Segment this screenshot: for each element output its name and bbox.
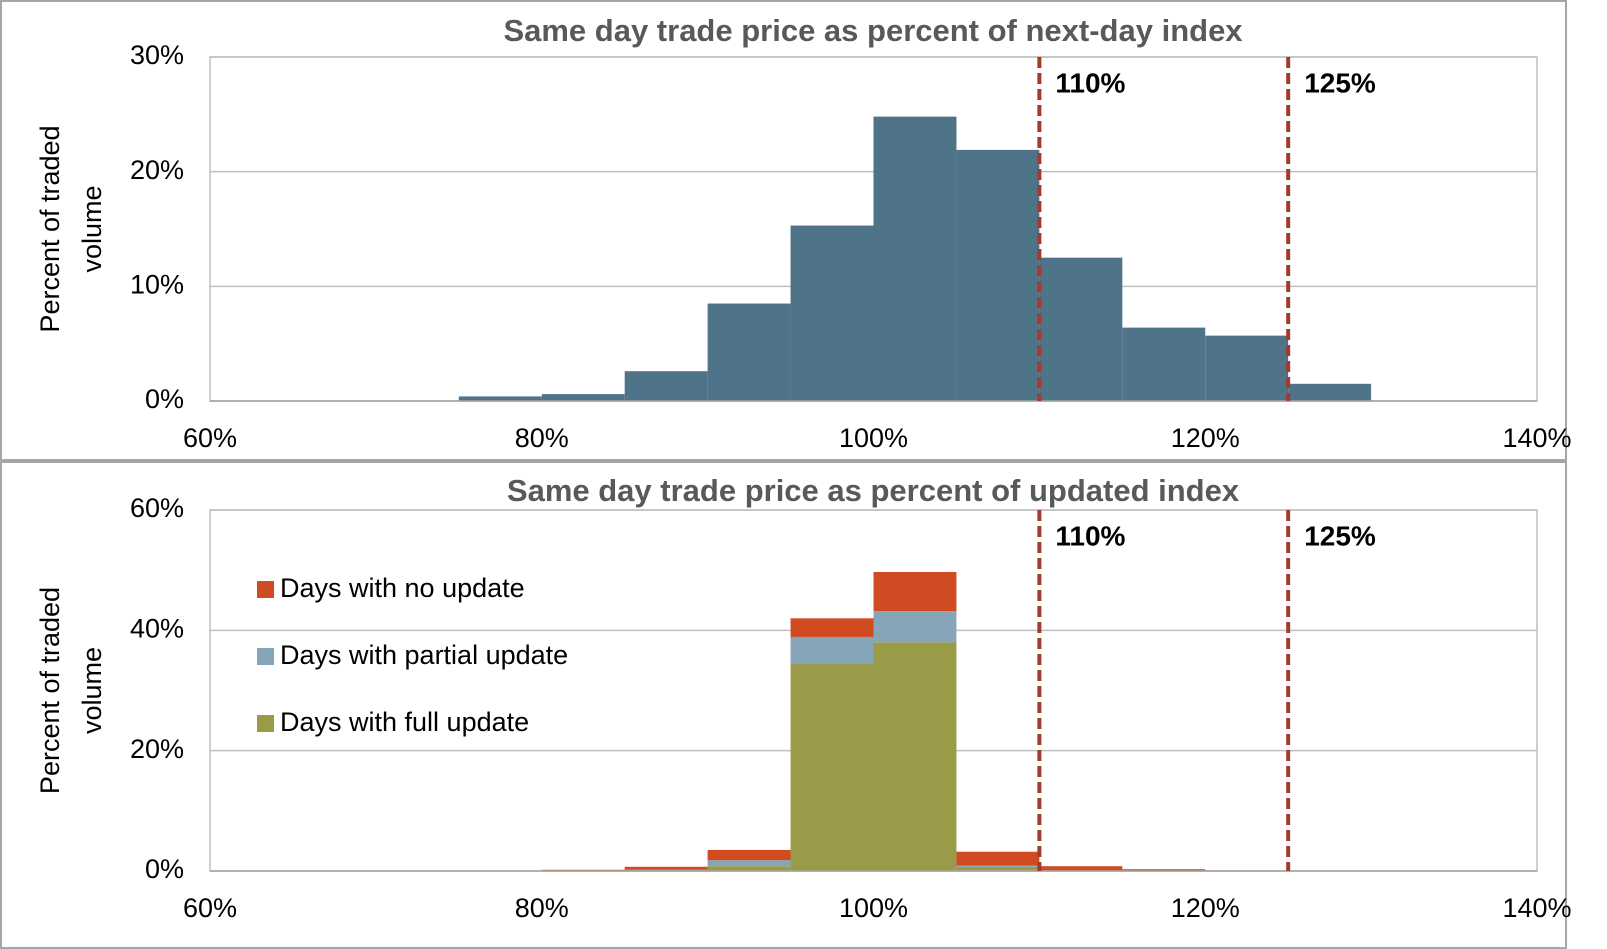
- legend-label: Days with partial update: [280, 640, 568, 670]
- bar: [790, 636, 874, 665]
- x-tick-label: 100%: [839, 893, 908, 923]
- bar: [790, 618, 874, 637]
- y-tick-label: 40%: [130, 613, 184, 643]
- y-tick-label: 60%: [130, 493, 184, 523]
- bar: [956, 149, 1040, 401]
- x-tick-label: 120%: [1171, 423, 1240, 453]
- reference-label: 125%: [1304, 520, 1376, 551]
- x-tick-label: 120%: [1171, 893, 1240, 923]
- y-axis-label: Percent of traded: [35, 587, 65, 794]
- bar: [707, 866, 791, 871]
- bar: [956, 865, 1040, 867]
- legend-label: Days with full update: [280, 707, 529, 737]
- x-tick-label: 80%: [515, 423, 569, 453]
- bar: [873, 571, 957, 612]
- bar: [707, 303, 791, 401]
- legend-swatch: [257, 648, 274, 665]
- y-tick-label: 0%: [145, 854, 184, 884]
- y-axis-label: Percent of traded: [35, 125, 65, 332]
- x-tick-label: 80%: [515, 893, 569, 923]
- reference-label: 110%: [1055, 520, 1125, 551]
- bar: [1205, 335, 1289, 401]
- bar: [707, 849, 791, 861]
- x-tick-label: 60%: [183, 423, 237, 453]
- y-tick-label: 20%: [130, 155, 184, 185]
- chart-title: Same day trade price as percent of next-…: [503, 13, 1243, 48]
- x-tick-label: 100%: [839, 423, 908, 453]
- bar: [790, 225, 874, 401]
- panel-frame: [0, 0, 1567, 461]
- bar: [1039, 866, 1123, 871]
- bar: [790, 664, 874, 871]
- chart-title: Same day trade price as percent of updat…: [507, 473, 1240, 508]
- legend-swatch: [257, 581, 274, 598]
- legend-label: Days with no update: [280, 573, 525, 603]
- x-tick-label: 140%: [1502, 423, 1571, 453]
- x-tick-label: 60%: [183, 893, 237, 923]
- bar: [624, 869, 708, 871]
- bar: [1122, 869, 1206, 871]
- y-tick-label: 0%: [145, 384, 184, 414]
- bar: [1122, 327, 1206, 401]
- reference-label: 125%: [1304, 67, 1376, 98]
- y-tick-label: 10%: [130, 269, 184, 299]
- y-axis-label: volume: [77, 185, 107, 272]
- reference-label: 110%: [1055, 67, 1125, 98]
- bar: [624, 371, 708, 401]
- bar: [956, 866, 1040, 871]
- bar: [873, 642, 957, 871]
- x-tick-label: 140%: [1502, 893, 1571, 923]
- y-tick-label: 20%: [130, 734, 184, 764]
- bar: [624, 866, 708, 870]
- bar: [956, 851, 1040, 866]
- bar: [1288, 383, 1372, 401]
- bar: [458, 396, 542, 401]
- bar: [1039, 257, 1123, 401]
- bar: [541, 394, 625, 401]
- bar: [873, 116, 957, 402]
- bar: [873, 611, 957, 643]
- y-tick-label: 30%: [130, 40, 184, 70]
- legend-swatch: [257, 715, 274, 732]
- y-axis-label: volume: [77, 647, 107, 734]
- panel-frame: [0, 461, 1567, 949]
- bar: [707, 860, 791, 867]
